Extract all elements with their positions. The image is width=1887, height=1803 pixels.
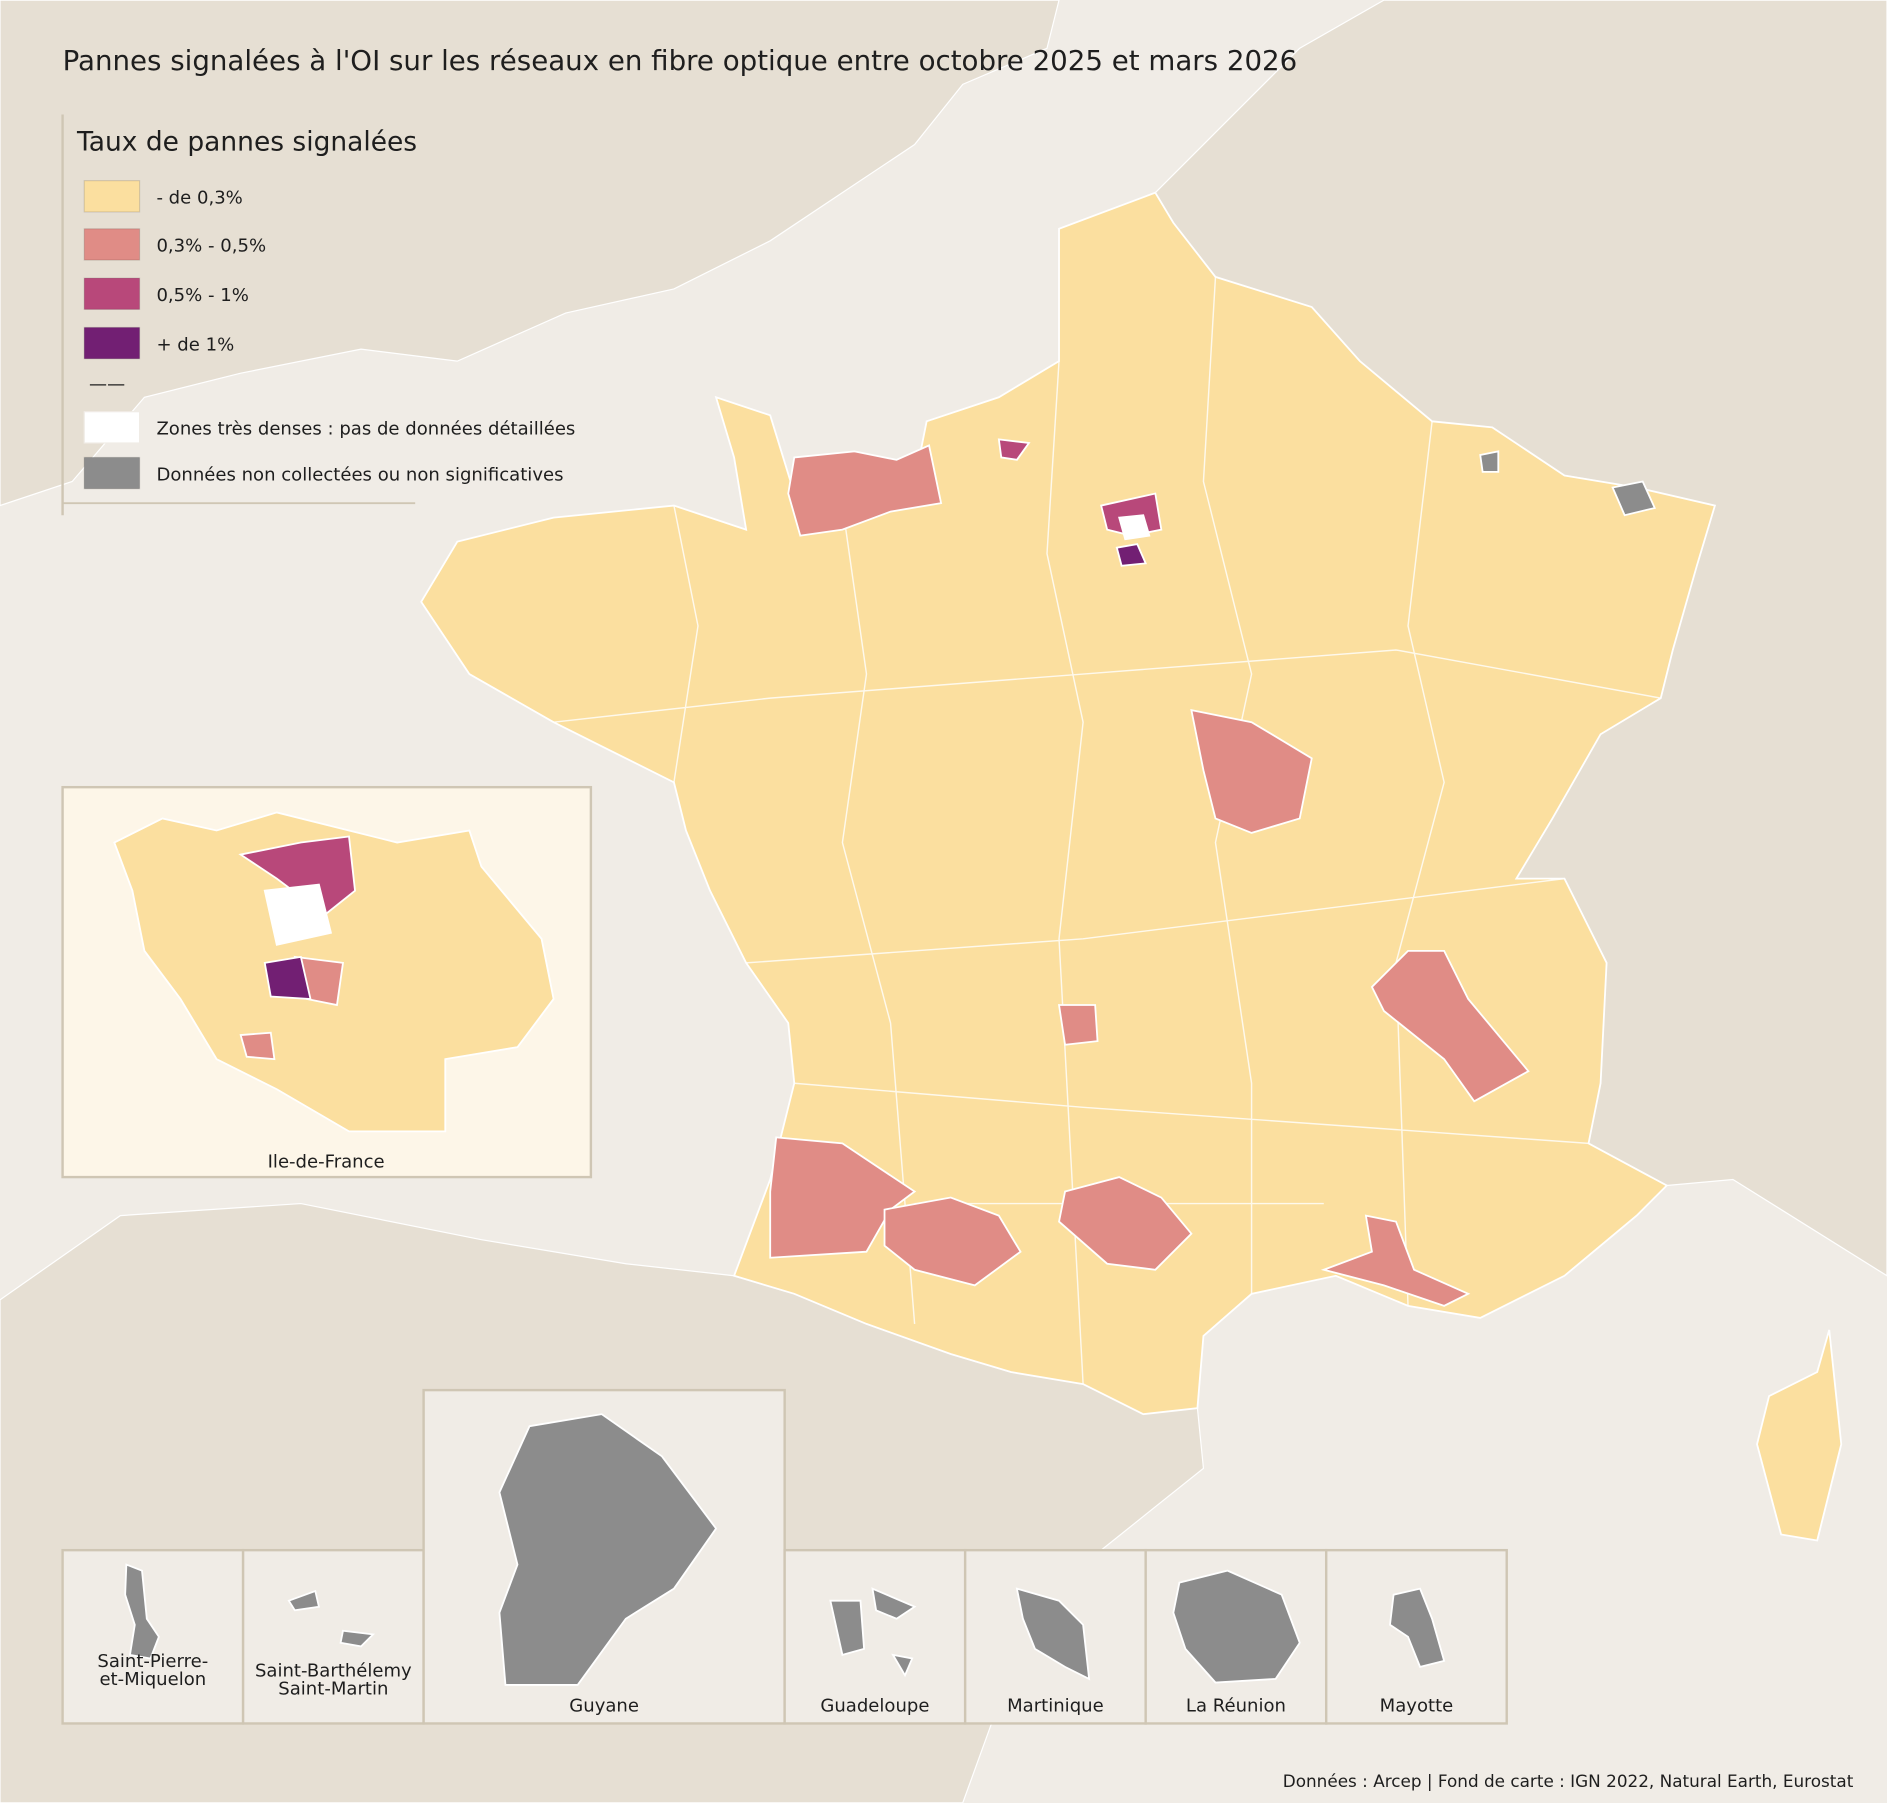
inset-labels: Ile-de-France Saint-Pierre-et-Miquelon Sai… [97, 1151, 1453, 1716]
inset-label: Saint-Pierre- [97, 1651, 208, 1672]
legend-label: 0,3% - 0,5% [156, 236, 266, 257]
moselle-gray-2 [1479, 450, 1500, 473]
inset-idf [61, 785, 593, 1179]
guadeloupe [829, 1587, 917, 1678]
gers [883, 1196, 1022, 1287]
idf-paris [263, 883, 333, 946]
legend-title: Taux de pannes signalées [76, 127, 417, 158]
inset-label: et-Miquelon [99, 1669, 206, 1690]
reunion [1172, 1569, 1301, 1684]
legend-swatch [83, 277, 141, 311]
essonne [1115, 543, 1148, 567]
idf-essonne [263, 955, 312, 1000]
oise-spot [997, 438, 1031, 461]
inset-label: Ile-de-France [268, 1151, 385, 1172]
inset-label: Guadeloupe [820, 1695, 929, 1716]
guyane [498, 1413, 718, 1686]
legend-swatch [83, 411, 141, 444]
mayotte [1389, 1587, 1446, 1668]
aveyron [1058, 1176, 1193, 1271]
landes [769, 1136, 917, 1259]
legend-swatch [83, 180, 141, 213]
source: Données : Arcep | Fond de carte : IGN 20… [1283, 1771, 1854, 1791]
calvados [787, 444, 943, 537]
cantal [1057, 1004, 1099, 1046]
legend-label: + de 1% [156, 334, 234, 355]
spm [124, 1563, 160, 1660]
legend-swatch [83, 228, 141, 261]
stbarth [287, 1589, 376, 1648]
moselle-gray [1611, 480, 1657, 517]
legend-label: Données non collectées ou non significat… [156, 464, 563, 485]
inset-box [783, 1548, 967, 1725]
legend-swatch [83, 326, 141, 360]
paris-dense [1118, 514, 1151, 541]
inset-label: Mayotte [1380, 1695, 1454, 1716]
isere [1370, 949, 1530, 1103]
legend-label: - de 0,3% [156, 188, 242, 209]
idf-north [238, 835, 356, 916]
title: Pannes signalées à l'OI sur les réseaux … [63, 44, 1298, 77]
nievre [1190, 709, 1313, 834]
bouches-du-rhone [1320, 1214, 1471, 1307]
idf-spot [239, 1031, 276, 1061]
inset-label: Martinique [1007, 1695, 1104, 1716]
metropole [420, 191, 1717, 1416]
insets-outremer [61, 1388, 1508, 1725]
legend-separator: —— [89, 374, 125, 395]
france [420, 191, 1843, 1542]
inset-label: Guyane [569, 1695, 639, 1716]
inset-label: Saint-Barthélemy [255, 1661, 412, 1682]
legend-swatch [83, 456, 141, 490]
inset-label: Saint-Martin [278, 1679, 388, 1700]
legend-label: Zones très denses : pas de données détai… [156, 419, 575, 440]
legend: - de 0,3% 0,3% - 0,5% 0,5% - 1% + de 1% Zone… [83, 180, 575, 490]
corse [1756, 1329, 1843, 1542]
legend-label: 0,5% - 1% [156, 285, 248, 306]
inset-label: La Réunion [1186, 1695, 1286, 1716]
martinique [1015, 1587, 1091, 1681]
